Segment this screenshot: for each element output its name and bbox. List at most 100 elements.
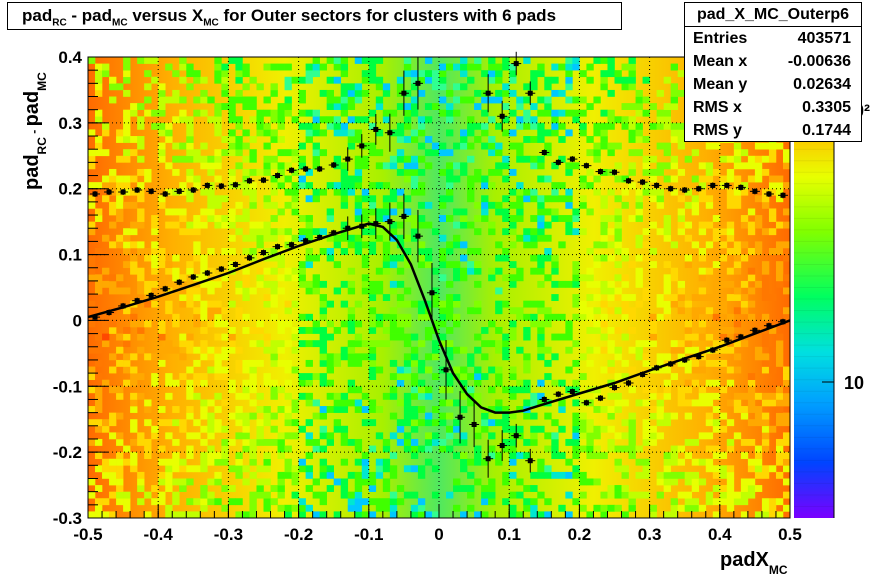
heatmap-cell [586,136,594,143]
heatmap-cell [172,491,180,499]
heatmap-cell [375,182,384,190]
heatmap-cell [453,346,461,354]
heatmap-cell [642,353,650,361]
heatmap-cell [607,63,615,71]
heatmap-cell [333,103,342,110]
heatmap-cell [663,287,671,295]
heatmap-cell [460,452,468,460]
heatmap-cell [354,399,363,407]
heatmap-cell [137,498,145,506]
heatmap-cell [340,491,349,499]
heatmap-cell [719,228,728,236]
heatmap-cell [565,511,573,519]
heatmap-cell [88,201,96,209]
heatmap-cell [368,142,377,150]
heatmap-cell [446,168,454,176]
heatmap-cell [298,96,306,104]
heatmap-cell [502,353,510,361]
heatmap-cell [284,359,292,367]
heatmap-cell [144,83,152,91]
heatmap-cell [312,228,320,236]
heatmap-cell [158,195,166,203]
heatmap-cell [551,162,559,170]
heatmap-cell [726,188,735,196]
heatmap-cell [298,498,306,506]
heatmap-cell [684,386,693,394]
heatmap-cell [523,379,531,387]
heatmap-cell [340,63,349,71]
heatmap-cell [474,373,482,380]
heatmap-cell [158,498,166,506]
heatmap-cell [431,340,440,348]
heatmap-cell [424,70,433,78]
heatmap-cell [298,465,306,473]
heatmap-cell [165,221,173,229]
heatmap-cell [614,175,622,183]
heatmap-cell [488,63,496,71]
heatmap-cell [424,333,433,341]
heatmap-cell [754,162,763,170]
heatmap-cell [670,373,678,380]
heatmap-cell [200,498,208,506]
mean-point [218,266,224,272]
heatmap-cell [277,491,285,499]
heatmap-cell [284,471,292,479]
heatmap-cell [130,175,138,183]
heatmap-cell [186,142,194,150]
heatmap-cell [761,228,770,236]
heatmap-cell [481,175,489,183]
heatmap-cell [361,215,370,222]
heatmap-cell [165,122,173,130]
heatmap-cell [158,261,166,269]
heatmap-cell [298,228,306,236]
heatmap-cell [614,215,622,222]
heatmap-cell [144,287,152,295]
heatmap-cell [130,267,138,275]
heatmap-cell [663,471,671,479]
heatmap-cell [733,261,742,269]
heatmap-cell [375,149,384,157]
heatmap-cell [305,280,313,288]
heatmap-cell [200,452,208,460]
heatmap-cell [284,109,292,117]
heatmap-cell [593,188,601,196]
heatmap-cell [698,478,707,486]
heatmap-cell [417,215,426,222]
heatmap-cell [186,168,194,176]
heatmap-cell [502,478,510,486]
heatmap-cell [228,438,236,446]
heatmap-cell [586,327,594,334]
heatmap-cell [102,63,110,71]
heatmap-cell [207,458,215,466]
heatmap-cell [410,83,419,91]
heatmap-cell [705,307,714,315]
heatmap-cell [228,215,236,222]
heatmap-cell [165,340,173,348]
heatmap-cell [361,471,370,479]
heatmap-cell [172,346,180,354]
heatmap-cell [410,445,419,453]
heatmap-cell [523,83,531,91]
heatmap-cell [403,103,412,110]
heatmap-cell [761,504,770,512]
rms-point [331,162,337,168]
heatmap-cell [368,373,377,380]
heatmap-cell [488,274,496,282]
heatmap-cell [705,458,714,466]
heatmap-cell [495,406,503,413]
heatmap-cell [207,399,215,407]
heatmap-cell [200,353,208,361]
heatmap-cell [284,201,292,209]
heatmap-cell [291,419,299,427]
stats-value: -0.00636 [787,53,851,70]
heatmap-cell [424,221,433,229]
heatmap-cell [326,353,334,361]
heatmap-cell [137,182,145,190]
heatmap-cell [726,438,735,446]
heatmap-cell [431,294,440,301]
heatmap-cell [551,122,559,130]
heatmap-cell [460,221,468,229]
heatmap-cell [340,438,349,446]
heatmap-cell [214,366,222,374]
heatmap-cell [747,175,756,183]
